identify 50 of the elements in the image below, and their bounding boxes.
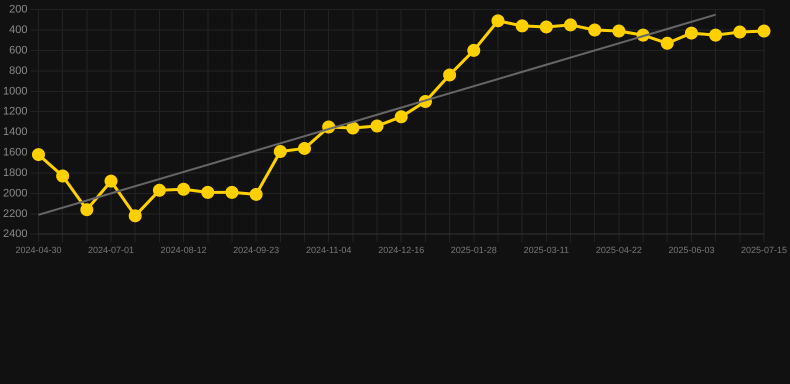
y-tick-label: 1200 — [2, 106, 28, 118]
x-tick-label: 2025-06-03 — [668, 245, 714, 256]
point — [564, 18, 578, 32]
x-tick-label: 2025-03-11 — [524, 245, 570, 256]
y-tick-label: 1400 — [2, 126, 28, 138]
point — [104, 174, 118, 188]
point — [467, 44, 480, 57]
point — [152, 184, 166, 197]
point — [250, 188, 263, 201]
point — [516, 19, 529, 32]
x-tick-label: 2024-12-16 — [378, 245, 424, 256]
point — [491, 14, 504, 28]
x-tick-label: 2025-07-15 — [740, 245, 788, 256]
point — [612, 24, 626, 38]
point — [346, 122, 360, 135]
x-tick-label: 2024-11-04 — [306, 245, 352, 256]
point — [201, 186, 214, 199]
y-tick-label: 800 — [9, 64, 28, 77]
x-tick-label: 2024-09-23 — [233, 245, 280, 256]
y-tick-label: 200 — [9, 4, 28, 16]
point — [128, 209, 142, 222]
x-tick-label: 2024-07-01 — [88, 245, 134, 256]
point — [370, 119, 384, 132]
y-tick-label: 2000 — [2, 187, 28, 200]
point — [540, 20, 553, 34]
point — [588, 24, 602, 37]
x-tick-label: 2025-04-22 — [596, 245, 642, 256]
y-tick-label: 2400 — [2, 228, 28, 240]
y-tick-label: 400 — [9, 24, 28, 36]
point — [757, 24, 770, 38]
point — [684, 26, 698, 40]
y-tick-label: 2200 — [2, 208, 28, 220]
point — [225, 186, 238, 199]
point — [709, 28, 722, 42]
point — [177, 182, 190, 196]
x-tick-label: 2024-04-30 — [15, 245, 62, 256]
point — [733, 26, 746, 39]
x-tick-label: 2024-08-12 — [160, 245, 207, 256]
y-tick-label: 1000 — [2, 85, 28, 98]
point — [80, 203, 94, 216]
y-tick-label: 600 — [9, 44, 28, 56]
y-tick-label: 1600 — [2, 146, 28, 159]
point — [274, 145, 287, 158]
x-tick-label: 2025-01-28 — [450, 245, 497, 256]
point — [298, 142, 311, 155]
point — [394, 110, 408, 124]
point — [56, 170, 70, 183]
point — [660, 36, 674, 50]
point — [443, 68, 456, 82]
y-tick-label: 1800 — [2, 166, 28, 179]
